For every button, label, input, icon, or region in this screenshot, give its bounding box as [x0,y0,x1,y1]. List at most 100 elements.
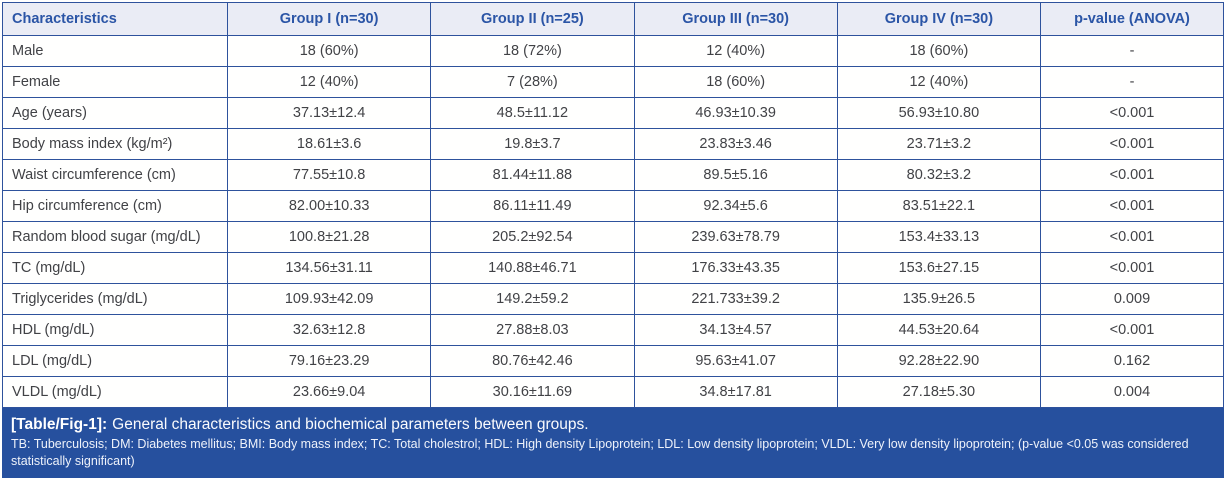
column-header: Group I (n=30) [226,2,432,36]
cell-value: 27.88±8.03 [430,314,635,346]
cell-value: 79.16±23.29 [226,345,432,377]
cell-value: 92.34±5.6 [633,190,838,222]
cell-value: 23.83±3.46 [633,128,838,160]
cell-value: 140.88±46.71 [430,252,635,284]
cell-value: 23.66±9.04 [226,376,432,408]
cell-value: 32.63±12.8 [226,314,432,346]
row-label: Waist circumference (cm) [2,159,228,191]
cell-value: 153.6±27.15 [836,252,1042,284]
row-label: LDL (mg/dL) [2,345,228,377]
table-row: VLDL (mg/dL) 23.66±9.04 30.16±11.69 34.8±17… [2,376,1224,408]
cell-value: 153.4±33.13 [836,221,1042,253]
cell-value: 37.13±12.4 [226,97,432,129]
table-row: TC (mg/dL) 134.56±31.11 140.88±46.71 176.33… [2,252,1224,284]
cell-value: 18 (60%) [226,35,432,67]
cell-value: 0.004 [1040,376,1224,408]
table-row: Waist circumference (cm) 77.55±10.8 81.44±… [2,159,1224,191]
row-label: Female [2,66,228,98]
table-row: Body mass index (kg/m²) 18.61±3.6 19.8±3.7… [2,128,1224,160]
row-label: Random blood sugar (mg/dL) [2,221,228,253]
cell-value: 34.13±4.57 [633,314,838,346]
header-row: Characteristics Group I (n=30) Group II (n… [2,2,1224,36]
cell-value: 18 (60%) [836,35,1042,67]
table-row: Hip circumference (cm) 82.00±10.33 86.11±1… [2,190,1224,222]
cell-value: <0.001 [1040,314,1224,346]
cell-value: 95.63±41.07 [633,345,838,377]
cell-value: 239.63±78.79 [633,221,838,253]
table-caption-bar: [Table/Fig-1]: General characteristics an… [2,408,1224,478]
cell-value: 80.76±42.46 [430,345,635,377]
cell-value: 176.33±43.35 [633,252,838,284]
cell-value: 56.93±10.80 [836,97,1042,129]
cell-value: 18 (72%) [430,35,635,67]
row-label: Triglycerides (mg/dL) [2,283,228,315]
cell-value: 92.28±22.90 [836,345,1042,377]
cell-value: 23.71±3.2 [836,128,1042,160]
cell-value: <0.001 [1040,221,1224,253]
table-row: LDL (mg/dL) 79.16±23.29 80.76±42.46 95.63±4… [2,345,1224,377]
cell-value: 18 (60%) [633,66,838,98]
row-label: VLDL (mg/dL) [2,376,228,408]
cell-value: 0.162 [1040,345,1224,377]
row-label: HDL (mg/dL) [2,314,228,346]
cell-value: 27.18±5.30 [836,376,1042,408]
row-label: Hip circumference (cm) [2,190,228,222]
cell-value: 7 (28%) [430,66,635,98]
column-header: Group II (n=25) [430,2,635,36]
cell-value: 149.2±59.2 [430,283,635,315]
cell-value: 109.93±42.09 [226,283,432,315]
cell-value: 12 (40%) [226,66,432,98]
cell-value: <0.001 [1040,252,1224,284]
cell-value: - [1040,66,1224,98]
cell-value: 221.733±39.2 [633,283,838,315]
caption-tag: [Table/Fig-1]: [11,416,108,433]
cell-value: 44.53±20.64 [836,314,1042,346]
cell-value: 83.51±22.1 [836,190,1042,222]
caption-footnote: TB: Tuberculosis; DM: Diabetes mellitus;… [11,437,1189,468]
table-row: Male 18 (60%) 18 (72%) 12 (40%) 18 (60%) - [2,35,1224,67]
cell-value: 100.8±21.28 [226,221,432,253]
column-header: Characteristics [2,2,228,36]
caption-title: [Table/Fig-1]: General characteristics an… [11,414,1215,435]
row-label: TC (mg/dL) [2,252,228,284]
cell-value: 81.44±11.88 [430,159,635,191]
cell-value: 19.8±3.7 [430,128,635,160]
cell-value: - [1040,35,1224,67]
cell-value: 18.61±3.6 [226,128,432,160]
cell-value: <0.001 [1040,159,1224,191]
cell-value: 12 (40%) [836,66,1042,98]
cell-value: 0.009 [1040,283,1224,315]
cell-value: 46.93±10.39 [633,97,838,129]
row-label: Male [2,35,228,67]
cell-value: 77.55±10.8 [226,159,432,191]
table-row: Random blood sugar (mg/dL) 100.8±21.28 205… [2,221,1224,253]
cell-value: <0.001 [1040,97,1224,129]
table-row: HDL (mg/dL) 32.63±12.8 27.88±8.03 34.13±4.5… [2,314,1224,346]
cell-value: 86.11±11.49 [430,190,635,222]
column-header: Group IV (n=30) [836,2,1042,36]
caption-text: General characteristics and biochemical … [112,416,589,433]
table-header: Characteristics Group I (n=30) Group II (n… [2,2,1224,36]
table-row: Female 12 (40%) 7 (28%) 18 (60%) 12 (40%) - [2,66,1224,98]
cell-value: 12 (40%) [633,35,838,67]
cell-value: 135.9±26.5 [836,283,1042,315]
cell-value: <0.001 [1040,128,1224,160]
cell-value: 80.32±3.2 [836,159,1042,191]
characteristics-table: Characteristics Group I (n=30) Group II (n… [2,2,1224,408]
column-header: Group III (n=30) [633,2,838,36]
cell-value: 30.16±11.69 [430,376,635,408]
row-label: Age (years) [2,97,228,129]
cell-value: <0.001 [1040,190,1224,222]
table-body: Male 18 (60%) 18 (72%) 12 (40%) 18 (60%) - Fem… [2,35,1224,408]
table-row: Triglycerides (mg/dL) 109.93±42.09 149.2±5… [2,283,1224,315]
cell-value: 48.5±11.12 [430,97,635,129]
cell-value: 134.56±31.11 [226,252,432,284]
row-label: Body mass index (kg/m²) [2,128,228,160]
table-row: Age (years) 37.13±12.4 48.5±11.12 46.93±10.… [2,97,1224,129]
cell-value: 89.5±5.16 [633,159,838,191]
cell-value: 205.2±92.54 [430,221,635,253]
cell-value: 82.00±10.33 [226,190,432,222]
column-header: p-value (ANOVA) [1040,2,1224,36]
cell-value: 34.8±17.81 [633,376,838,408]
